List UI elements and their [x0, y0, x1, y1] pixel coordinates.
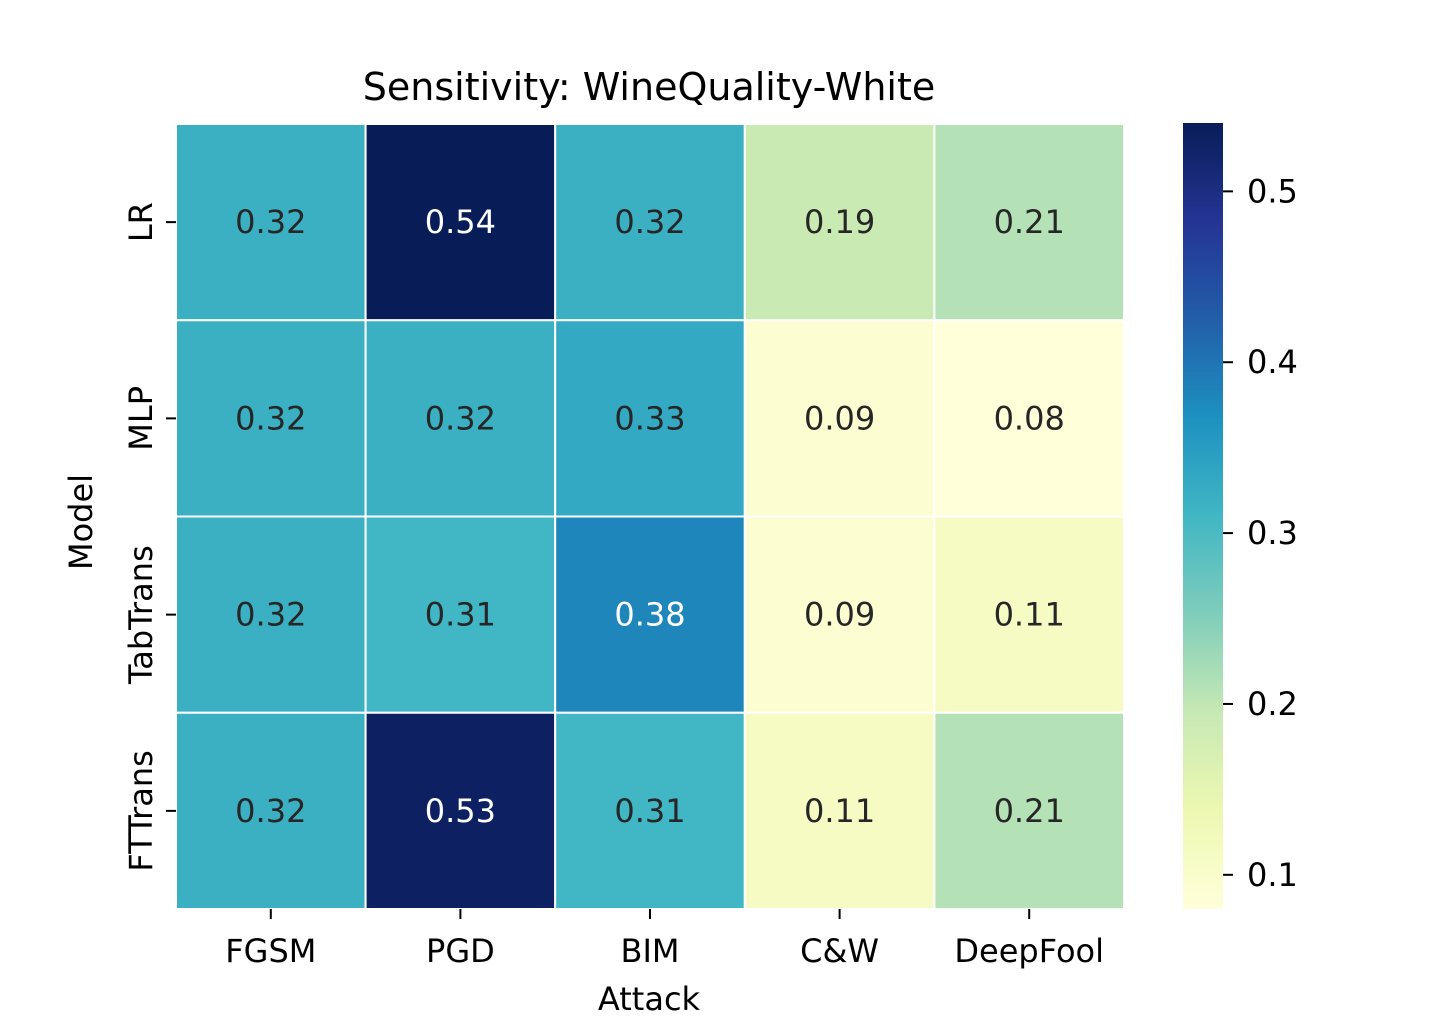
cell-value-label: 0.31 [425, 596, 496, 634]
cell-value-label: 0.32 [235, 792, 306, 830]
cell-value-label: 0.38 [614, 596, 685, 634]
cell-value-label: 0.33 [614, 399, 685, 437]
colorbar-tick-label: 0.5 [1247, 172, 1298, 210]
heatmap-cell [933, 711, 1126, 910]
colorbar: 0.1 0.2 0.3 0.4 0.5 [1183, 123, 1298, 909]
cell-value-label: 0.08 [994, 399, 1065, 437]
cell-value-label: 0.54 [425, 203, 496, 241]
colorbar-tick-label: 0.3 [1247, 514, 1298, 552]
x-axis-label: Attack [598, 980, 701, 1018]
cell-value-label: 0.32 [235, 399, 306, 437]
heatmap-cell [933, 123, 1126, 322]
cell-value-label: 0.11 [994, 596, 1065, 634]
cell-value-label: 0.21 [994, 792, 1065, 830]
x-tick-label: PGD [426, 932, 495, 970]
heatmap-cell [933, 515, 1126, 714]
cell-value-label: 0.11 [804, 792, 875, 830]
y-tick-label: LR [122, 202, 160, 242]
y-tick-label: FTTrans [122, 750, 160, 871]
cell-value-label: 0.31 [614, 792, 685, 830]
heatmap-cell [554, 515, 746, 714]
cell-value-label: 0.32 [235, 596, 306, 634]
colorbar-tick-label: 0.4 [1247, 343, 1298, 381]
heatmap-cell [743, 711, 936, 910]
y-axis: LR MLP TabTrans FTTrans [122, 202, 176, 872]
cell-value-label: 0.32 [614, 203, 685, 241]
cell-value-label: 0.09 [804, 399, 875, 437]
cell-value-label: 0.09 [804, 596, 875, 634]
heatmap-cell [364, 515, 557, 714]
x-tick-label: BIM [621, 932, 680, 970]
colorbar-tick-label: 0.1 [1247, 856, 1298, 894]
heatmap-cell [364, 711, 557, 910]
x-tick-label: DeepFool [954, 932, 1104, 970]
y-tick-label: MLP [122, 386, 160, 451]
cell-value-label: 0.19 [804, 203, 875, 241]
heatmap-cell [175, 123, 367, 322]
heatmap-cell [364, 123, 557, 322]
x-axis: FGSM PGD BIM C&W DeepFool [225, 909, 1104, 970]
heatmap-cell [554, 123, 746, 322]
colorbar-ticks: 0.1 0.2 0.3 0.4 0.5 [1223, 172, 1298, 894]
heatmap-cell [554, 711, 746, 910]
x-tick-label: FGSM [225, 932, 316, 970]
chart-title: Sensitivity: WineQuality-White [363, 65, 936, 109]
colorbar-tick-label: 0.2 [1247, 685, 1298, 723]
cell-value-label: 0.32 [235, 203, 306, 241]
cell-value-label: 0.32 [425, 399, 496, 437]
x-tick-label: C&W [800, 932, 879, 970]
heatmap-cells: 0.32 0.54 0.32 0.19 0.21 0.32 0.32 0.33 0.09 0.08… [175, 123, 1126, 910]
heatmap-cell [743, 123, 936, 322]
cell-value-label: 0.21 [994, 203, 1065, 241]
heatmap-cell [933, 319, 1126, 518]
y-tick-label: TabTrans [122, 545, 160, 685]
y-axis-label: Model [62, 474, 100, 570]
colorbar-gradient [1183, 123, 1223, 909]
cell-value-label: 0.53 [425, 792, 496, 830]
heatmap-cell [743, 515, 936, 714]
heatmap-cell [175, 319, 367, 518]
heatmap-cell [554, 319, 746, 518]
